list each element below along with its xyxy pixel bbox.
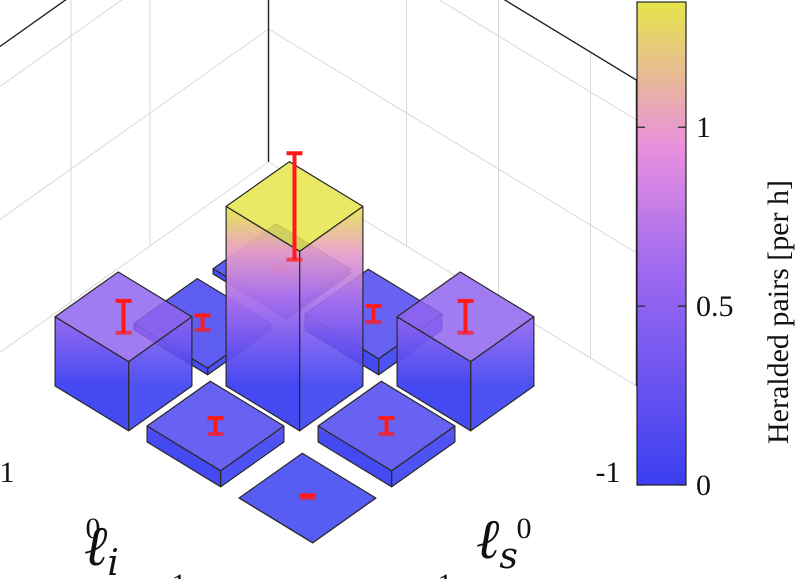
bar (54, 271, 193, 432)
error-bar (115, 298, 132, 335)
bar (238, 452, 377, 544)
x-tick-label: 1 (172, 568, 187, 579)
error-bar (194, 313, 211, 332)
y-tick-label: 1 (438, 568, 453, 579)
error-bar (207, 416, 224, 437)
bar (396, 271, 535, 432)
bars-group (54, 151, 535, 544)
colorbar-ticks: 00.51 (637, 111, 734, 502)
error-bar (286, 151, 303, 262)
x-axis-label: ℓi (84, 514, 119, 579)
y-tick-label: 0 (517, 512, 532, 545)
error-bar (457, 298, 474, 335)
error-bar (299, 493, 316, 500)
x-tick-label: -1 (0, 456, 15, 489)
y-tick-label: -1 (596, 456, 621, 489)
x-tick-label: 0 (86, 512, 101, 545)
bar (146, 380, 285, 488)
bar (225, 151, 364, 432)
colorbar-label: Heralded pairs [per h] (762, 180, 795, 444)
colorbar-tick-label: 1 (696, 111, 711, 144)
tick-labels: 012-101-101 (0, 456, 621, 579)
colorbar-tick-label: 0 (696, 469, 711, 502)
colorbar: 00.51 Heralded pairs [per h] (636, 1, 795, 502)
colorbar-tick-label: 0.5 (696, 290, 734, 323)
error-bar (378, 416, 395, 437)
colorbar-gradient (636, 1, 687, 486)
y-axis-label: ℓs (476, 507, 518, 577)
error-bar (365, 304, 382, 325)
bar (317, 380, 456, 488)
